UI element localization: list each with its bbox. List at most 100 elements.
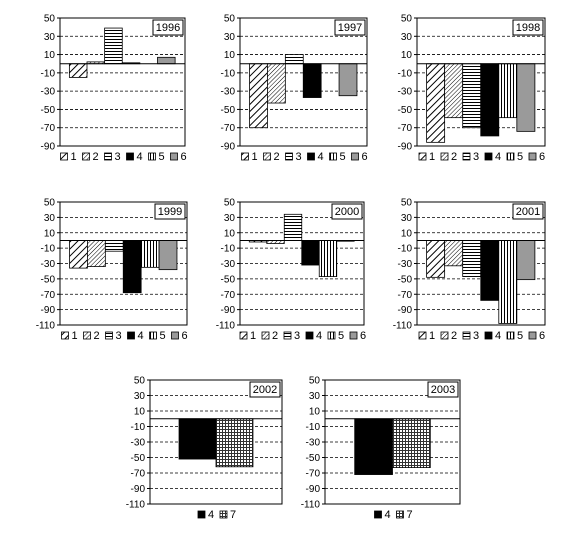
y-tick-label: -10 [221,68,236,79]
bar-series-3 [462,63,482,129]
legend-swatch-7 [396,510,404,519]
y-tick-label: -70 [221,123,236,134]
legend-swatch-2 [261,331,270,340]
legend-label: 2 [93,151,99,163]
y-tick-label: 10 [224,228,236,239]
legend-label: 5 [160,330,166,342]
y-tick-label: -90 [41,142,56,153]
legend-swatch-6 [170,152,178,161]
bar-series-3 [104,27,123,65]
y-tick-label: -10 [221,244,236,255]
chart-panel-1996: 50 30 10 -10 -30 -50 -70 -90 1996 1 2 3 4 5 6 [41,14,187,164]
y-tick-label: -10 [398,68,413,79]
legend-swatch-6 [528,152,537,161]
y-tick-label: -30 [398,259,413,270]
legend-label: 7 [230,509,236,521]
legend-swatch-4 [307,152,315,161]
bar-series-5 [140,240,160,268]
bar-series-1 [426,63,446,143]
chart-panel-1997: 50 30 10 -10 -30 -50 -70 -90 1997 1 2 3 4 5 6 [221,14,368,164]
y-tick-label: 50 [134,376,146,387]
legend-label: 5 [338,330,344,342]
y-tick-label: -90 [398,142,413,153]
chart-title-box [249,381,281,398]
y-tick-label: 10 [134,407,146,418]
y-tick-label: 50 [44,14,56,25]
y-tick-label: 10 [309,407,321,418]
y-tick-label: -110 [301,500,321,511]
chart-title: 2000 [335,206,359,218]
y-tick-label: 10 [401,228,413,239]
legend-label: 6 [539,151,545,163]
y-tick-label: -90 [306,484,321,495]
legend-swatch-1 [241,152,249,161]
y-tick-label: -70 [306,469,321,480]
y-tick-label: -90 [131,484,146,495]
legend-swatch-3 [285,152,293,161]
legend-swatch-3 [462,152,471,161]
legend-label: 2 [274,151,280,163]
legend-swatch-5 [149,331,157,340]
legend-label: 2 [451,330,457,342]
legend-swatch-2 [263,152,271,161]
legend-label: 1 [71,151,77,163]
y-tick-label: -30 [221,259,236,270]
legend-swatch-1 [239,331,248,340]
legend-swatch-6 [528,331,537,340]
legend-swatch-6 [171,331,179,340]
chart-panel-2003: 50 30 10 -10 -30 -50 -70 -90 -110 2003 4 7 [301,376,461,521]
legend-label: 2 [94,330,100,342]
chart-title-box [512,203,544,220]
chart-title-box [334,19,366,36]
bar-series-3 [104,240,124,252]
y-tick-label: -30 [41,259,56,270]
legend-label: 6 [362,151,368,163]
y-tick-label: -70 [131,469,146,480]
y-tick-label: -30 [306,438,321,449]
bar-series-6 [338,63,358,97]
legend-label: 1 [250,330,256,342]
legend-swatch-4 [305,331,314,340]
y-tick-label: 30 [44,32,56,43]
legend-label: 1 [429,330,435,342]
legend-label: 3 [473,330,479,342]
bar-series-6 [516,63,536,132]
y-tick-label: 10 [401,50,413,61]
legend-swatch-4 [127,331,135,340]
bar-series-1 [69,240,88,269]
y-tick-label: 50 [224,198,236,209]
y-tick-label: -50 [131,453,146,464]
y-tick-label: -10 [41,244,56,255]
legend-swatch-5 [148,152,156,161]
bar-series-4 [480,240,500,301]
bar-series-4 [480,63,500,137]
legend-label: 2 [451,151,457,163]
legend-label: 6 [182,330,188,342]
chart-panel-1998: 50 30 10 -10 -30 -50 -70 -90 1998 1 2 3 4 5 6 [398,14,546,163]
legend-swatch-1 [418,331,427,340]
legend-swatch-3 [104,152,112,161]
bar-series-4 [302,63,322,98]
y-tick-label: -70 [221,290,236,301]
y-tick-label: 30 [44,213,56,224]
y-tick-label: 30 [134,391,146,402]
y-tick-label: 10 [224,50,236,61]
legend-label: 6 [360,330,366,342]
chart-title: 2002 [253,384,277,396]
bar-series-6 [157,56,176,65]
y-tick-label: -10 [306,422,321,433]
legend-label: 1 [72,330,78,342]
bar-series-6 [516,240,536,281]
bar-series-1 [249,63,268,129]
y-tick-label: 30 [224,213,236,224]
bar-series-4 [178,418,217,460]
y-tick-label: -70 [41,123,56,134]
legend-swatch-3 [105,331,113,340]
y-tick-label: 50 [44,198,56,209]
chart-title: 2003 [431,384,455,396]
legend-label: 5 [340,151,346,163]
legend-label: 3 [116,330,122,342]
y-tick-label: -50 [398,274,413,285]
